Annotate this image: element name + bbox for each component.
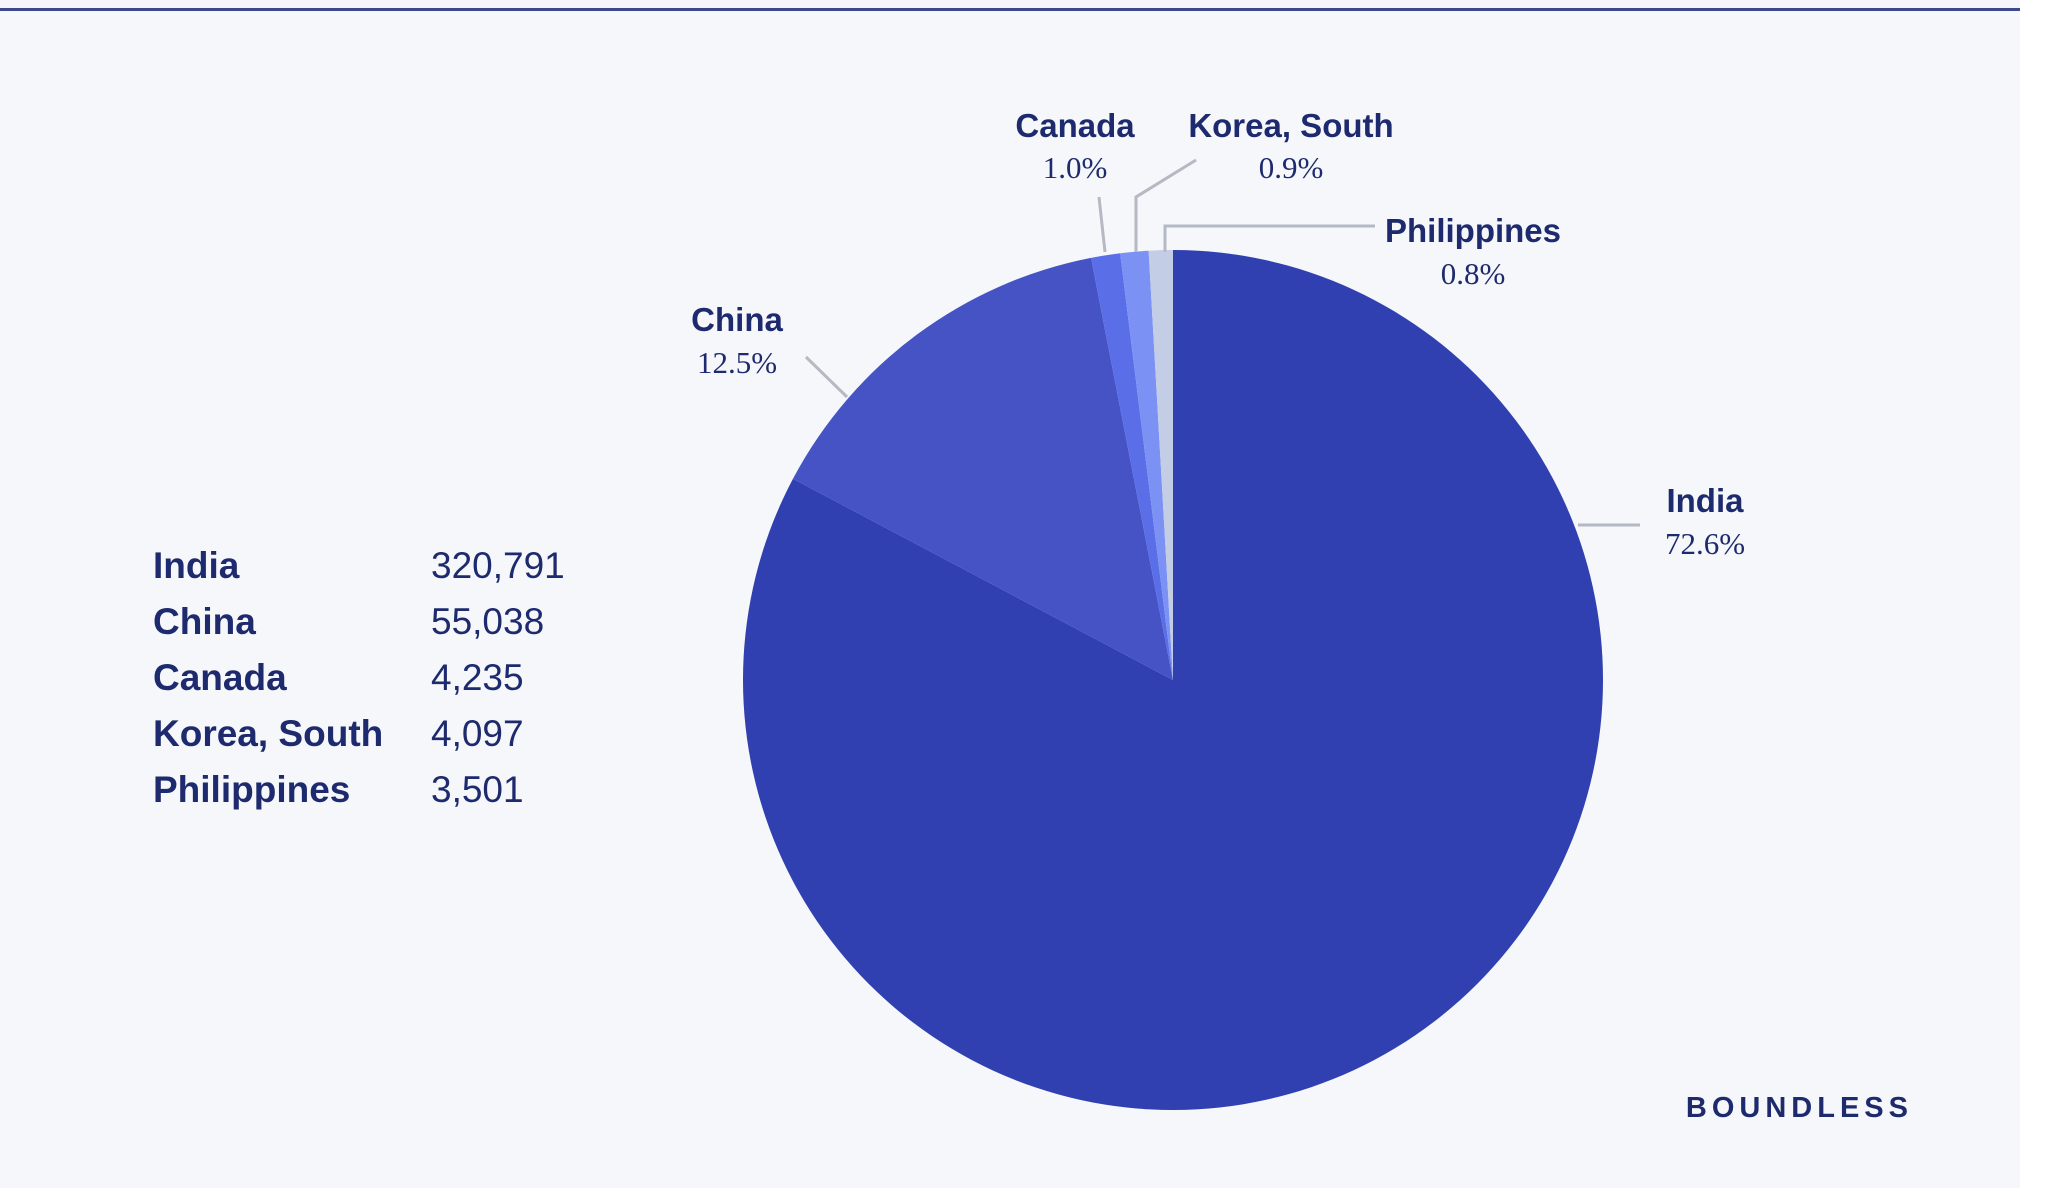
pie-slices <box>742 250 1603 1110</box>
leader-line-canada <box>1097 196 1107 253</box>
slice-label-china: China <box>691 301 783 338</box>
chart-canvas: India 320,791 China 55,038 Canada 4,235 … <box>0 8 2020 1124</box>
leader-line-philippines <box>1163 224 1375 252</box>
leader-line-korea-south <box>1134 158 1197 252</box>
slice-percent-korea-south: 0.9% <box>1259 150 1324 185</box>
table-country-name: India <box>153 545 240 586</box>
pie-slice-philippines <box>1148 250 1173 680</box>
pie-slice-china <box>792 257 1173 680</box>
table-country-value: 4,097 <box>431 713 524 754</box>
table-country-value: 4,235 <box>431 657 524 698</box>
table-country-value: 3,501 <box>431 769 524 810</box>
top-divider <box>0 8 2020 11</box>
slice-percent-philippines: 0.8% <box>1441 256 1506 291</box>
table-country-value: 320,791 <box>431 545 565 586</box>
slice-label-india: India <box>1666 482 1744 519</box>
slice-percent-canada: 1.0% <box>1043 150 1108 185</box>
slice-label-philippines: Philippines <box>1385 212 1561 249</box>
table-country-value: 55,038 <box>431 601 545 642</box>
slice-label-canada: Canada <box>1015 107 1135 144</box>
slice-percent-china: 12.5% <box>697 345 777 380</box>
brand-logo: BOUNDLESS <box>1685 1092 1913 1124</box>
table-country-name: Canada <box>153 657 287 698</box>
pie-slice-korea-south <box>1120 250 1173 680</box>
pie-slice-canada <box>1091 253 1173 681</box>
slice-percent-india: 72.6% <box>1665 526 1745 561</box>
leader-line-china <box>804 355 849 399</box>
table-country-name: China <box>153 601 256 642</box>
pie-chart: India 72.6% China 12.5% Canada 1.0% Kore… <box>691 107 1745 1110</box>
table-country-name: Korea, South <box>153 713 384 754</box>
slice-label-korea-south: Korea, South <box>1188 107 1393 144</box>
table-country-name: Philippines <box>153 769 351 810</box>
